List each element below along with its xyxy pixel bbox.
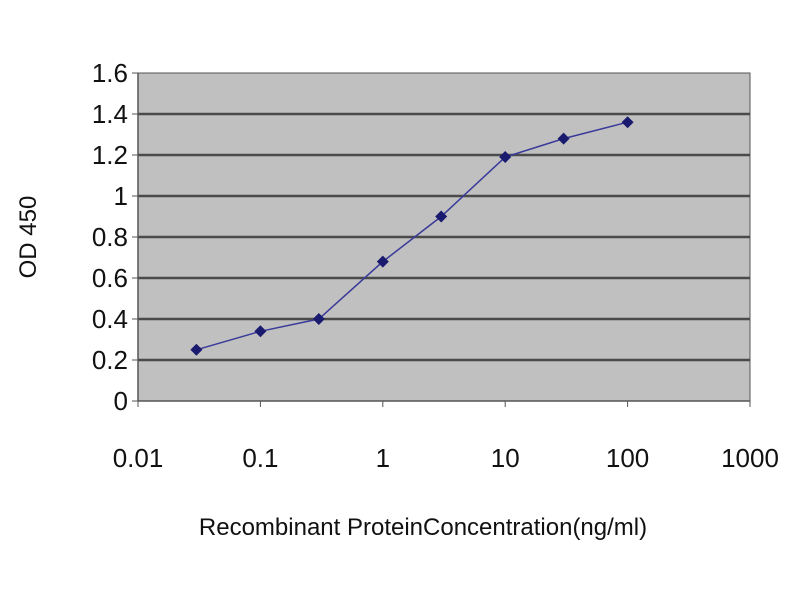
data-point bbox=[376, 255, 389, 268]
data-point bbox=[499, 151, 512, 164]
x-tick-label: 0.01 bbox=[113, 443, 164, 473]
y-tick-label: 1.2 bbox=[92, 140, 128, 170]
data-point bbox=[435, 210, 448, 223]
y-tick-label: 0.8 bbox=[92, 222, 128, 252]
y-tick-label: 1 bbox=[114, 181, 128, 211]
x-tick-label: 1 bbox=[376, 443, 390, 473]
x-tick-label: 0.1 bbox=[242, 443, 278, 473]
data-markers bbox=[190, 116, 634, 356]
data-point bbox=[621, 116, 634, 129]
y-axis-tick-labels: 0 0.2 0.4 0.6 0.8 1 1.2 1.4 1.6 bbox=[92, 58, 128, 416]
x-axis-title: Recombinant ProteinConcentration(ng/ml) bbox=[199, 514, 647, 541]
x-axis-tick-labels: 0.01 0.1 1 10 100 1000 bbox=[113, 443, 779, 473]
y-tick-label: 0 bbox=[114, 386, 128, 416]
y-tick-label: 0.4 bbox=[92, 304, 128, 334]
data-point bbox=[557, 132, 570, 145]
data-point bbox=[190, 343, 203, 356]
grid bbox=[138, 112, 750, 362]
x-tick-label: 1000 bbox=[721, 443, 779, 473]
y-tick-label: 0.2 bbox=[92, 345, 128, 375]
x-tick-label: 100 bbox=[606, 443, 649, 473]
data-point bbox=[312, 313, 325, 325]
y-tick-label: 1.4 bbox=[92, 99, 128, 129]
y-tick-label: 1.6 bbox=[92, 58, 128, 88]
y-tick-label: 0.6 bbox=[92, 263, 128, 293]
series-line bbox=[196, 121, 628, 351]
y-axis-title: OD 450 bbox=[15, 196, 42, 279]
axes bbox=[132, 72, 751, 407]
data-point bbox=[254, 325, 267, 338]
x-tick-label: 10 bbox=[491, 443, 520, 473]
